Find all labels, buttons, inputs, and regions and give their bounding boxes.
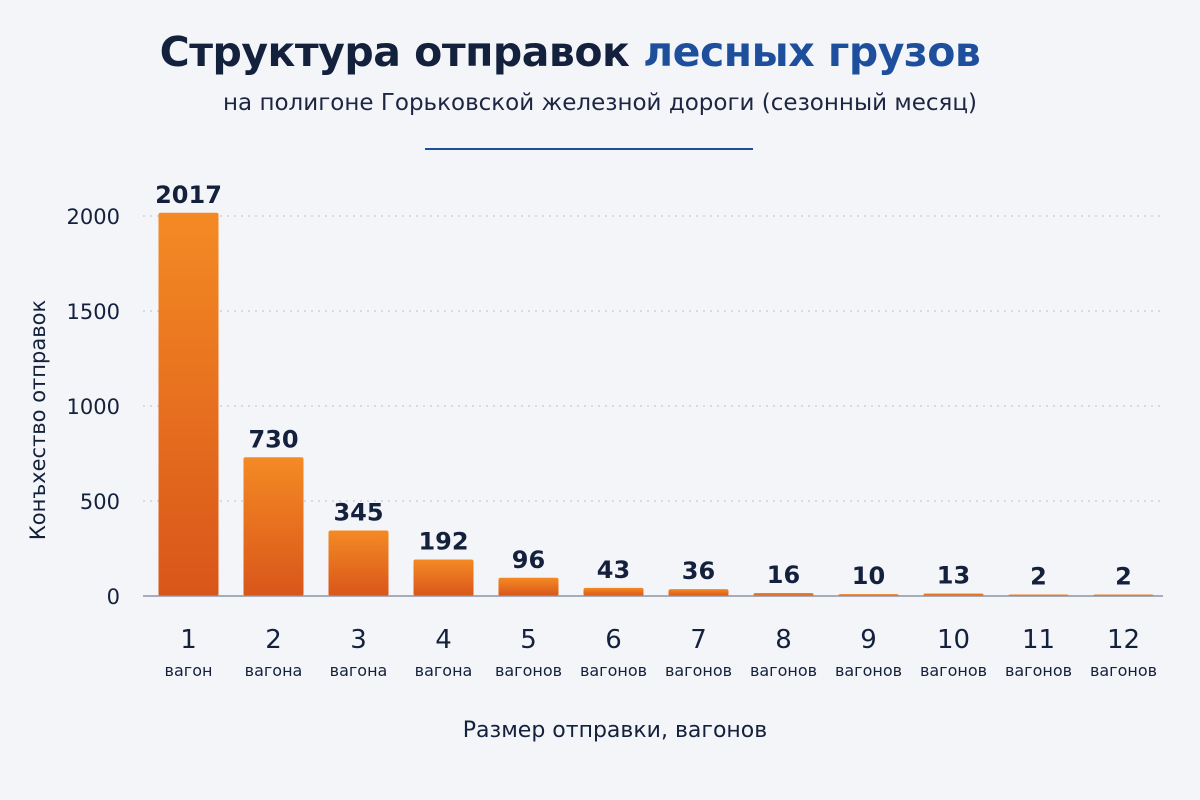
x-tick-label: 10: [937, 625, 970, 655]
x-tick-label: 9: [860, 625, 877, 655]
value-label: 192: [418, 528, 468, 556]
y-axis-ticks: 0 500 1000 1500 2000: [67, 205, 120, 609]
x-tick-label: 11: [1022, 625, 1055, 655]
y-tick-label: 1000: [67, 395, 120, 419]
x-tick-unit: вагон: [165, 661, 213, 680]
x-tick-unit: вагона: [245, 661, 303, 680]
x-tick-unit: вагонов: [1090, 661, 1157, 680]
value-label: 2: [1030, 563, 1047, 591]
x-tick-label: 3: [350, 625, 367, 655]
y-tick-label: 500: [80, 490, 120, 514]
value-label: 345: [333, 498, 383, 526]
bar: [498, 577, 559, 596]
value-label: 10: [852, 562, 885, 590]
value-label: 730: [248, 425, 298, 453]
x-tick-unit: вагона: [415, 661, 473, 680]
value-label: 36: [682, 557, 715, 585]
grid-lines: [143, 215, 1163, 502]
x-tick-label: 7: [690, 625, 707, 655]
x-tick-unit: вагонов: [920, 661, 987, 680]
chart-title-accent: лесных грузов: [643, 28, 981, 76]
bar: [753, 592, 814, 596]
y-tick-label: 0: [107, 585, 120, 609]
bar: [413, 559, 474, 596]
y-tick-label: 1500: [67, 300, 120, 324]
chart-subtitle: на полигоне Горьковской железной дороги …: [223, 90, 977, 116]
value-label: 96: [512, 546, 545, 574]
bar: [668, 589, 729, 596]
x-tick-unit: вагонов: [495, 661, 562, 680]
bar: [583, 587, 644, 596]
x-tick-label: 6: [605, 625, 622, 655]
bar: [328, 530, 389, 596]
x-tick-unit: вагонов: [835, 661, 902, 680]
chart-title-main: Структура отправок: [159, 28, 630, 76]
x-tick-unit: вагонов: [580, 661, 647, 680]
y-axis-label: Конъхество отправок: [26, 299, 50, 541]
x-tick-unit: вагонов: [665, 661, 732, 680]
x-tick-label: 8: [775, 625, 792, 655]
value-label: 2017: [155, 181, 222, 209]
x-tick-label: 2: [265, 625, 282, 655]
x-tick-unit: вагонов: [1005, 661, 1072, 680]
value-label: 2: [1115, 563, 1132, 591]
y-tick-label: 2000: [67, 205, 120, 229]
x-tick-label: 1: [180, 625, 197, 655]
value-label: 13: [937, 562, 970, 590]
value-labels: 2017 730 345 192 96 43 36 16 10 13 2 2: [155, 181, 1132, 591]
x-tick-unit: вагонов: [750, 661, 817, 680]
x-tick-unit: вагона: [330, 661, 388, 680]
value-label: 16: [767, 561, 800, 589]
value-label: 43: [597, 556, 630, 584]
title-underline: [425, 148, 753, 150]
bar: [158, 212, 219, 596]
x-tick-label: 5: [520, 625, 537, 655]
x-tick-label: 12: [1107, 625, 1140, 655]
bar: [243, 457, 304, 596]
x-axis-ticks: 1 вагон 2 вагона 3 вагона 4 вагона 5 вагонов 6 ваго…: [165, 625, 1158, 680]
chart-title: Структура отправок лесных грузов: [0, 28, 1140, 76]
x-axis-label: Размер отправки, вагонов: [462, 718, 768, 743]
x-tick-label: 4: [435, 625, 452, 655]
bars: [158, 212, 1154, 596]
